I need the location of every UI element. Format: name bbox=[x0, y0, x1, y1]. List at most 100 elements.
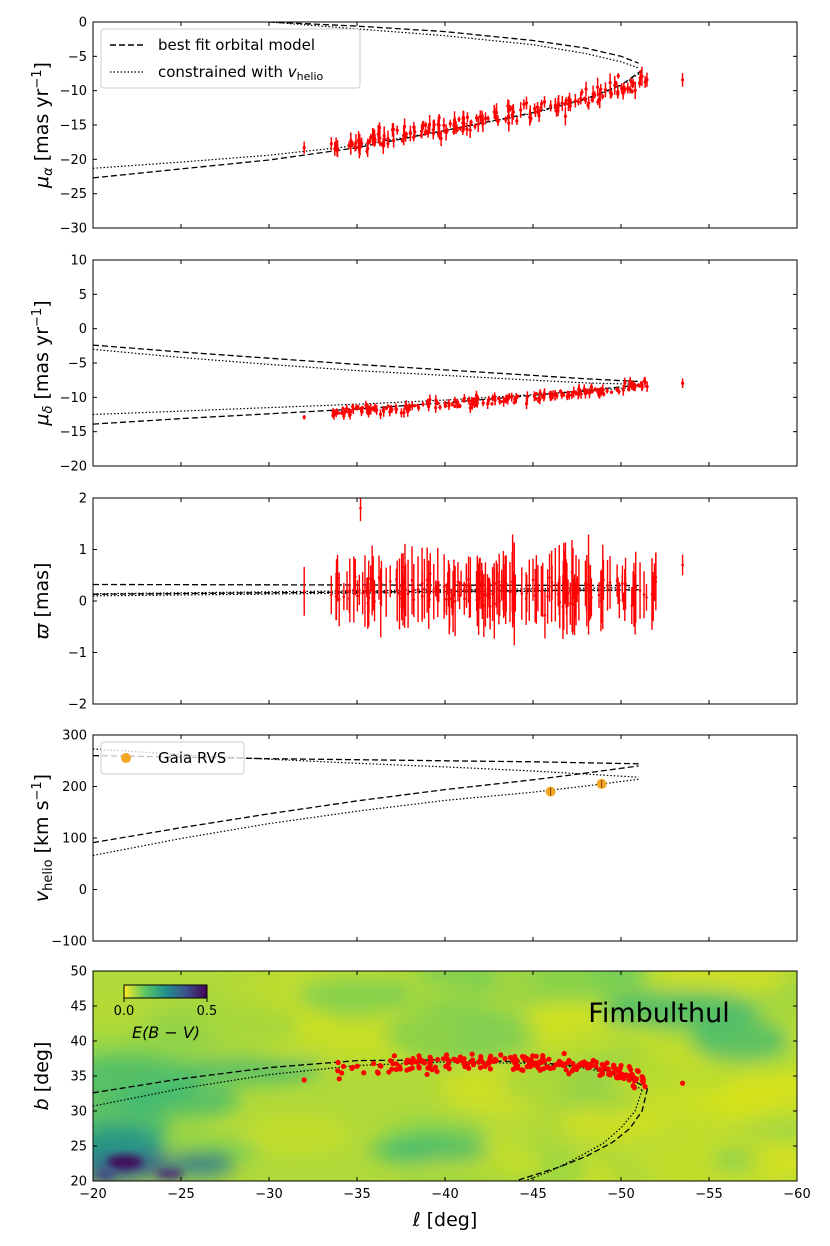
gaia-legend-swatch bbox=[121, 753, 131, 763]
data-point bbox=[428, 598, 431, 601]
data-point bbox=[343, 409, 347, 413]
data-point bbox=[486, 402, 490, 406]
data-point bbox=[558, 389, 563, 393]
data-point bbox=[608, 80, 612, 85]
data-point bbox=[601, 585, 605, 589]
data-point bbox=[427, 578, 430, 581]
data-point bbox=[570, 570, 574, 574]
data-point bbox=[423, 587, 426, 591]
data-point bbox=[562, 585, 566, 588]
data-point bbox=[478, 581, 482, 585]
stream-star bbox=[470, 1062, 477, 1068]
data-point bbox=[467, 398, 471, 402]
data-point bbox=[640, 385, 644, 389]
data-point bbox=[574, 598, 577, 602]
data-point bbox=[543, 392, 547, 396]
data-point bbox=[490, 402, 494, 406]
data-point bbox=[382, 137, 387, 141]
data-point bbox=[347, 143, 351, 148]
data-point bbox=[549, 104, 553, 108]
data-point bbox=[437, 115, 441, 120]
data-point bbox=[431, 128, 435, 132]
constrained-upper-line bbox=[93, 348, 639, 385]
data-point bbox=[630, 383, 634, 388]
data-point bbox=[333, 410, 337, 414]
data-point bbox=[599, 581, 603, 585]
y-tick-label: −25 bbox=[60, 187, 87, 202]
data-point bbox=[598, 96, 602, 101]
data-point bbox=[585, 594, 588, 598]
data-point bbox=[359, 507, 362, 510]
data-point bbox=[499, 400, 503, 404]
stream-name-label: Fimbulthul bbox=[588, 998, 729, 1029]
data-point bbox=[468, 406, 472, 410]
data-point bbox=[602, 392, 606, 396]
best-fit-lower-line bbox=[93, 765, 639, 844]
data-point bbox=[453, 404, 457, 408]
y-tick-label: 2 bbox=[79, 492, 87, 507]
dust-cloud bbox=[145, 997, 299, 1056]
data-point bbox=[390, 408, 394, 412]
data-point bbox=[587, 584, 591, 587]
legend: best fit orbital model constrained with v… bbox=[100, 28, 361, 89]
data-point bbox=[562, 393, 566, 397]
stream-star bbox=[405, 1057, 411, 1063]
stream-star bbox=[605, 1066, 611, 1072]
y-axis-label: b [deg] bbox=[31, 1042, 53, 1111]
data-point bbox=[361, 591, 364, 595]
stream-star bbox=[469, 1051, 475, 1057]
y-tick-label: 0 bbox=[79, 322, 87, 337]
data-point bbox=[519, 108, 523, 112]
stream-star bbox=[435, 1056, 441, 1063]
plot-area bbox=[93, 344, 685, 425]
data-point bbox=[465, 127, 469, 131]
stream-star bbox=[536, 1059, 542, 1065]
x-tick-label: −35 bbox=[343, 1187, 370, 1202]
data-point bbox=[412, 588, 416, 592]
data-point bbox=[529, 116, 533, 121]
data-point bbox=[481, 593, 484, 597]
data-point bbox=[558, 600, 562, 604]
data-point bbox=[536, 586, 540, 590]
data-point bbox=[492, 110, 496, 114]
data-point bbox=[436, 401, 440, 406]
data-point bbox=[630, 89, 634, 94]
stream-star bbox=[498, 1052, 504, 1058]
data-point bbox=[681, 381, 685, 385]
data-point bbox=[615, 387, 619, 392]
data-point bbox=[617, 390, 621, 394]
stream-star bbox=[611, 1062, 617, 1068]
x-tick-label: −50 bbox=[607, 1187, 634, 1202]
dust-cloud bbox=[416, 971, 496, 988]
data-point bbox=[621, 582, 624, 585]
stream-star bbox=[680, 1080, 686, 1086]
data-point bbox=[587, 391, 592, 395]
data-point bbox=[367, 596, 371, 600]
data-point bbox=[348, 413, 352, 417]
data-point bbox=[532, 394, 536, 398]
data-point bbox=[645, 596, 648, 599]
best-fit-lower-line bbox=[93, 384, 639, 425]
data-point bbox=[416, 403, 420, 408]
data-point bbox=[495, 587, 499, 591]
data-point bbox=[579, 96, 583, 101]
dust-cloud bbox=[627, 1087, 754, 1135]
stream-star bbox=[618, 1062, 624, 1069]
dust-cloud bbox=[93, 1002, 153, 1039]
data-point bbox=[395, 578, 398, 581]
data-point bbox=[626, 86, 630, 90]
panel-parallax: 2 1 0 −1 −2 ϖ [mas] bbox=[31, 492, 798, 713]
data-point bbox=[555, 393, 559, 398]
stream-star bbox=[389, 1066, 395, 1072]
y-tick-label: −15 bbox=[60, 425, 87, 440]
data-point bbox=[426, 404, 431, 408]
data-point bbox=[557, 102, 561, 106]
y-tick-label: 30 bbox=[70, 1105, 87, 1120]
data-point bbox=[642, 593, 646, 597]
data-point bbox=[353, 575, 357, 579]
stream-star bbox=[640, 1076, 646, 1083]
data-point bbox=[577, 588, 581, 592]
data-point bbox=[412, 404, 417, 408]
data-point bbox=[565, 596, 568, 600]
stream-star bbox=[470, 1057, 476, 1063]
